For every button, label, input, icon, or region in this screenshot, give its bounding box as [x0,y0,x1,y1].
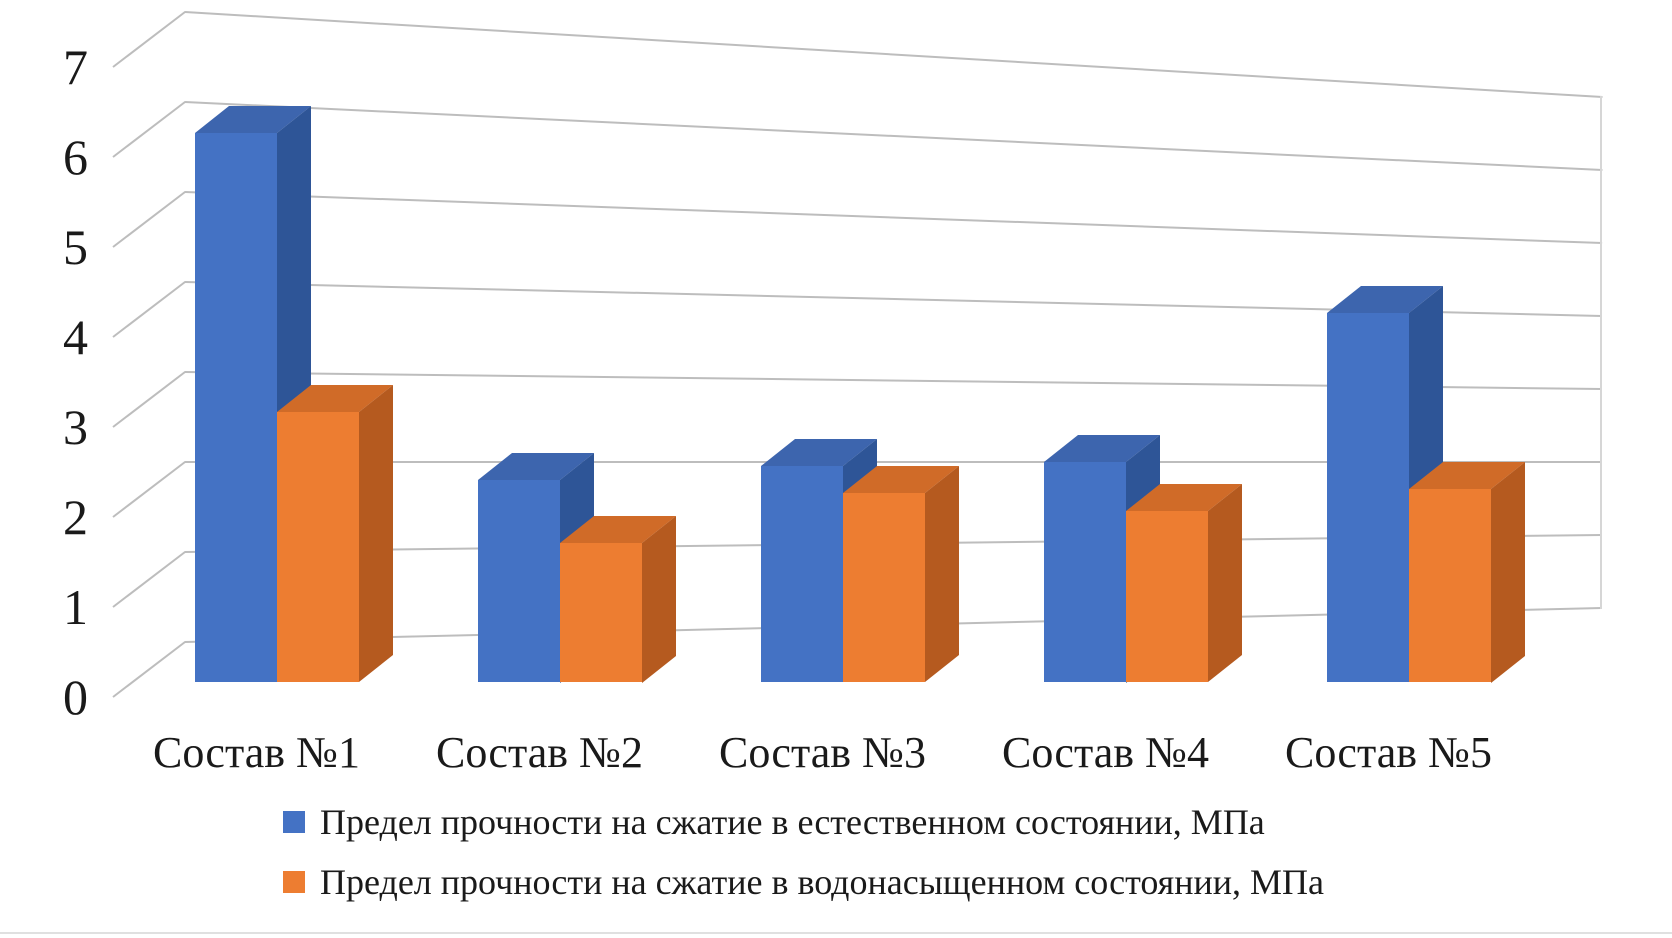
legend-label-2: Предел прочности на сжатие в водонасыщен… [320,862,1324,902]
legend-marker-1 [283,811,305,833]
series-0-bar-4-front-face [1044,461,1126,682]
series-1-bar-4-front-face [1126,511,1208,682]
y-axis-tick-label-0: 0 [63,669,88,725]
series-1-bar-3-front-face [843,493,925,682]
gridline-y2 [185,461,1602,463]
x-category-label-3: Состав №3 [718,728,927,777]
series-1-bar-2-front-face [560,542,642,682]
window-bottom-edge [0,932,1672,934]
y-axis-tick-label-6: 6 [63,129,88,185]
legend-label-1: Предел прочности на сжатие в естественно… [320,802,1265,842]
series-0-bar-1-front-face [195,133,277,682]
series-1-bar-1-front-face [277,412,359,682]
series-0-bar-3-front-face [761,466,843,682]
y-axis-tick-label-5: 5 [63,219,88,275]
x-category-label-5: Состав №5 [1284,728,1493,777]
x-category-label-4: Состав №4 [1001,728,1210,777]
legend-marker-2 [283,871,305,893]
back-wall-right-edge [1600,96,1602,609]
legend-item-1: Предел прочности на сжатие в естественно… [283,800,1265,844]
y-axis-tick-label-4: 4 [63,309,88,365]
series-1-bar-5-front-face [1409,488,1491,682]
y-axis-tick-label-2: 2 [63,489,88,545]
series-0-bar-5-front-face [1327,313,1409,682]
series-0-bar-2-front-face [478,479,560,682]
x-category-label-1: Состав №1 [152,728,361,777]
x-category-label-2: Состав №2 [435,728,644,777]
legend-item-2: Предел прочности на сжатие в водонасыщен… [283,860,1324,904]
y-axis-tick-label-1: 1 [63,579,88,635]
y-axis-tick-label-3: 3 [63,399,88,455]
y-axis-tick-label-7: 7 [63,39,88,95]
